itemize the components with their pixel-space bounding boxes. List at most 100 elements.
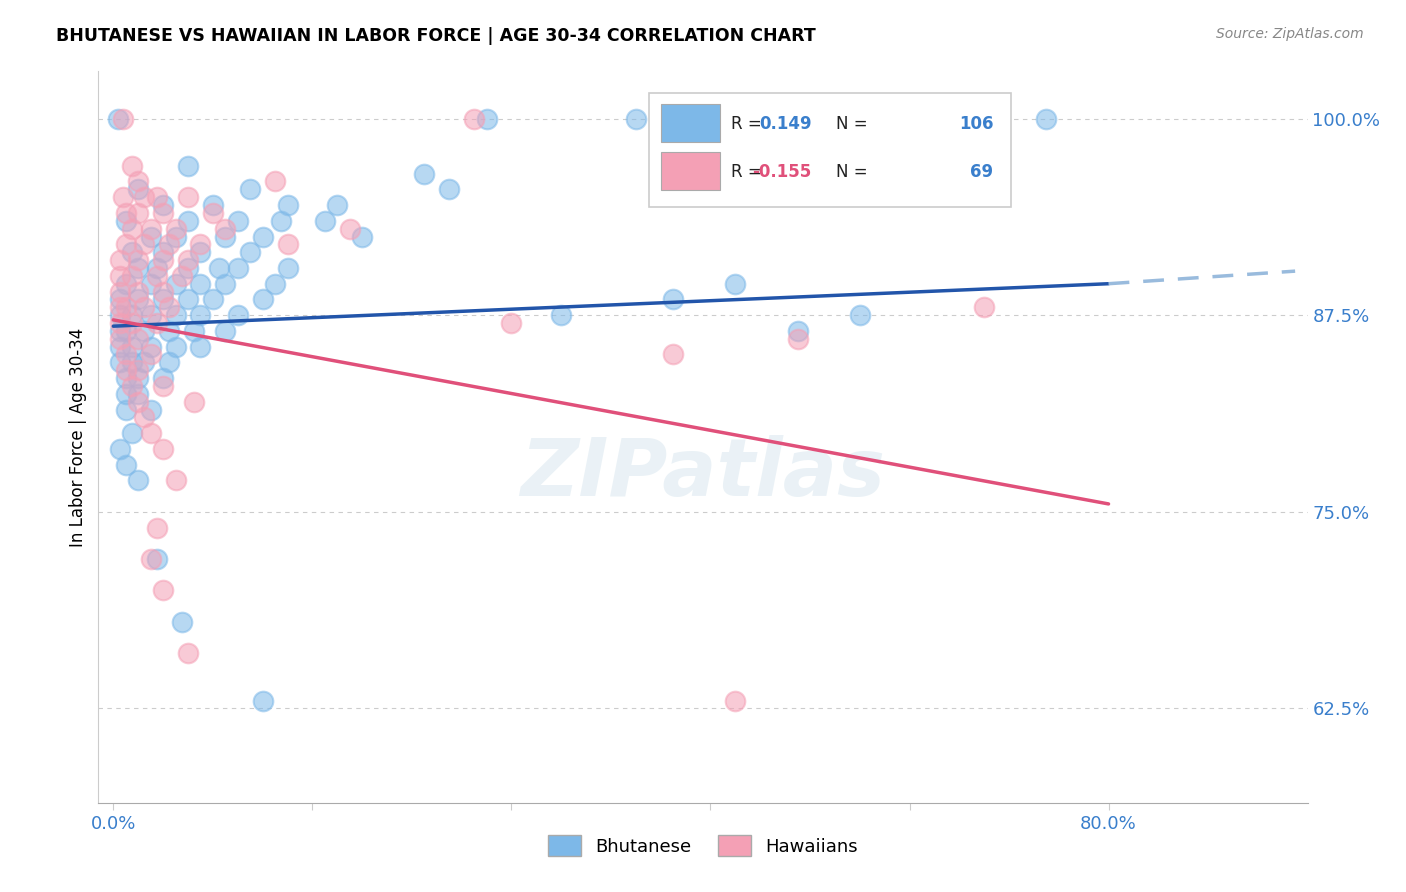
Point [165,308,187,322]
Point [114,387,136,401]
Point [165,229,187,244]
Point [214,229,236,244]
Point [127,363,149,377]
Point [157,301,180,315]
Point [146,260,169,275]
Legend: Bhutanese, Hawaiians: Bhutanese, Hawaiians [541,828,865,863]
Point [276,260,298,275]
Point [439,182,461,196]
Point [183,324,205,338]
Point [146,316,169,330]
Point [724,277,747,291]
Point [326,198,349,212]
Point [152,285,174,299]
Point [177,260,200,275]
Point [121,340,143,354]
Point [146,268,169,283]
Point [127,182,149,196]
Point [170,615,193,629]
Point [127,332,149,346]
Point [911,112,934,126]
Text: R =: R = [731,115,762,133]
Point [134,237,156,252]
FancyBboxPatch shape [648,94,1011,207]
Point [107,112,129,126]
Point [146,190,169,204]
Text: N =: N = [837,115,868,133]
Point [114,214,136,228]
Point [276,237,298,252]
Point [139,426,162,441]
Point [157,324,180,338]
Point [108,332,131,346]
Point [264,277,287,291]
Point [108,308,131,322]
Point [127,285,149,299]
Point [139,340,162,354]
Point [157,355,180,369]
Point [127,293,149,307]
Point [139,347,162,361]
Point [139,277,162,291]
Point [239,182,262,196]
Point [121,316,143,330]
Point [134,190,156,204]
Point [108,268,131,283]
Point [114,363,136,377]
Point [1035,112,1057,126]
Point [177,190,200,204]
Point [127,473,149,487]
Text: 106: 106 [959,115,993,133]
Point [108,285,131,299]
Point [208,260,231,275]
Point [501,316,523,330]
Point [413,167,436,181]
Point [139,221,162,235]
Point [314,214,336,228]
Point [152,253,174,268]
Point [152,371,174,385]
Point [226,214,249,228]
Point [108,293,131,307]
Point [252,229,274,244]
Point [152,198,174,212]
Y-axis label: In Labor Force | Age 30-34: In Labor Force | Age 30-34 [69,327,87,547]
Point [550,308,572,322]
Point [339,221,361,235]
Point [121,308,143,322]
Point [112,112,135,126]
Point [108,355,131,369]
Point [114,206,136,220]
Point [475,112,498,126]
Point [157,237,180,252]
Text: N =: N = [837,163,868,181]
Point [201,293,224,307]
Point [114,371,136,385]
Text: -0.155: -0.155 [752,163,811,181]
Text: ZIPatlas: ZIPatlas [520,434,886,513]
Point [134,355,156,369]
Point [127,387,149,401]
Point [786,332,808,346]
Point [139,552,162,566]
FancyBboxPatch shape [661,152,720,190]
Point [114,347,136,361]
Point [190,308,212,322]
Point [121,221,143,235]
Text: 0.149: 0.149 [759,115,811,133]
Point [114,402,136,417]
Point [127,174,149,188]
Point [152,245,174,260]
Point [177,293,200,307]
Point [114,301,136,315]
Point [177,646,200,660]
Point [724,693,747,707]
Point [134,324,156,338]
Point [127,253,149,268]
Point [190,237,212,252]
Point [214,277,236,291]
Point [152,379,174,393]
Point [114,237,136,252]
Point [201,198,224,212]
Text: R =: R = [731,163,762,181]
